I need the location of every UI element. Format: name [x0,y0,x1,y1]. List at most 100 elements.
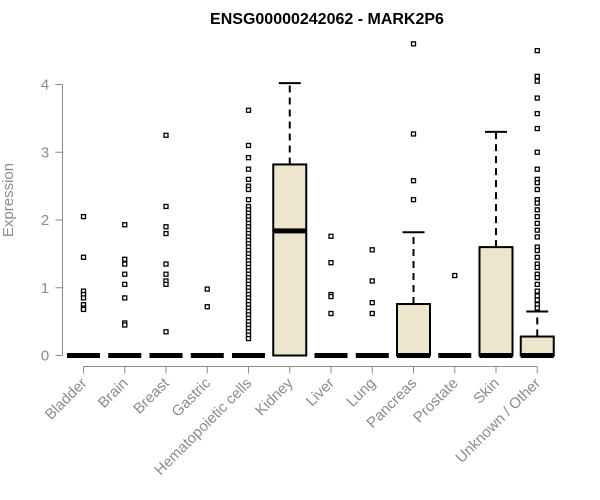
outlier-point [122,261,128,267]
outlier-point [80,306,87,313]
outlier-point [328,293,334,300]
outlier-point [534,213,540,220]
outlier-point [245,176,252,183]
outlier-point [204,304,210,310]
outlier-point [122,256,128,262]
box-group [355,247,389,358]
outlier-point [80,295,87,301]
x-tick-label: Prostate [410,375,462,427]
outlier-point [534,297,540,303]
y-tick-label: 3 [41,144,49,161]
boxes [67,41,555,358]
outlier-point [534,281,540,288]
outlier-point [534,73,540,80]
outlier-point [245,335,252,342]
outlier-point [328,233,334,239]
box-group [67,213,100,358]
outlier-point [369,300,375,306]
x-tick-label: Brain [95,375,132,412]
outlier-point [122,295,128,301]
outlier-point [204,286,210,292]
outlier-point [163,271,169,277]
outlier-point [163,329,169,335]
outlier-point [534,180,540,186]
outlier-point [534,47,540,54]
outlier-point [534,264,540,271]
outlier-point [122,222,128,228]
outlier-point [410,41,417,47]
outlier-point [452,272,458,279]
y-tick-label: 1 [41,280,49,297]
box-body [519,335,555,357]
box-group [438,272,472,358]
outlier-point [122,322,128,328]
outlier-point [80,213,87,220]
outlier-point [410,178,417,184]
box-group [396,41,431,358]
chart-title: ENSG00000242062 - MARK2P6 [210,11,444,28]
outlier-point [534,78,540,84]
outlier-point [369,247,375,253]
outlier-point [328,310,334,317]
outlier-point [245,197,252,203]
box-group [272,82,308,357]
outlier-point [534,227,540,233]
outlier-point [163,281,169,288]
outlier-point [534,186,540,193]
x-tick-label: Skin [470,375,503,408]
outlier-point [534,166,540,172]
outlier-point [534,288,540,294]
outlier-point [534,149,540,155]
outlier-point [534,110,540,117]
box-group [190,286,224,358]
outlier-point [245,186,252,193]
box-group [519,47,555,358]
box-body [478,246,514,357]
outlier-point [163,224,169,230]
outlier-point [163,261,169,267]
outlier-point [534,234,540,240]
x-tick-label: Kidney [252,374,297,419]
outlier-point [163,203,169,210]
box-group [314,233,348,358]
outlier-point [328,260,334,266]
outlier-point [369,278,375,284]
y-tick-label: 2 [41,212,49,229]
box-group [149,132,183,358]
x-tick-label: Liver [303,375,338,410]
outlier-point [534,207,540,213]
x-tick-label: Bladder [42,375,91,424]
y-tick-label: 0 [41,348,49,365]
outlier-point [534,274,540,281]
outlier-point [534,254,540,260]
outlier-point [245,142,252,149]
outlier-point [410,197,417,203]
outlier-point [122,281,128,288]
box-group [108,222,142,358]
outlier-point [245,166,252,172]
outlier-point [534,305,540,311]
outlier-point [410,131,417,137]
box-body [272,163,308,357]
outlier-point [534,200,540,206]
outlier-point [122,271,128,277]
outlier-point [163,230,169,237]
outlier-point [534,125,540,132]
y-axis-label: Expression [0,163,17,237]
x-tick-label: Breast [130,374,173,417]
outlier-point [534,220,540,227]
box-group [232,107,265,358]
outlier-point [534,95,540,101]
x-tick-label: Lung [343,375,379,411]
axes: 0 1 2 3 4 [41,77,538,374]
outlier-point [369,310,375,317]
outlier-point [534,293,540,299]
y-tick-label: 4 [41,77,49,94]
box-body [396,303,431,357]
outlier-point [534,247,540,254]
outlier-point [245,107,252,113]
box-group [478,130,514,358]
